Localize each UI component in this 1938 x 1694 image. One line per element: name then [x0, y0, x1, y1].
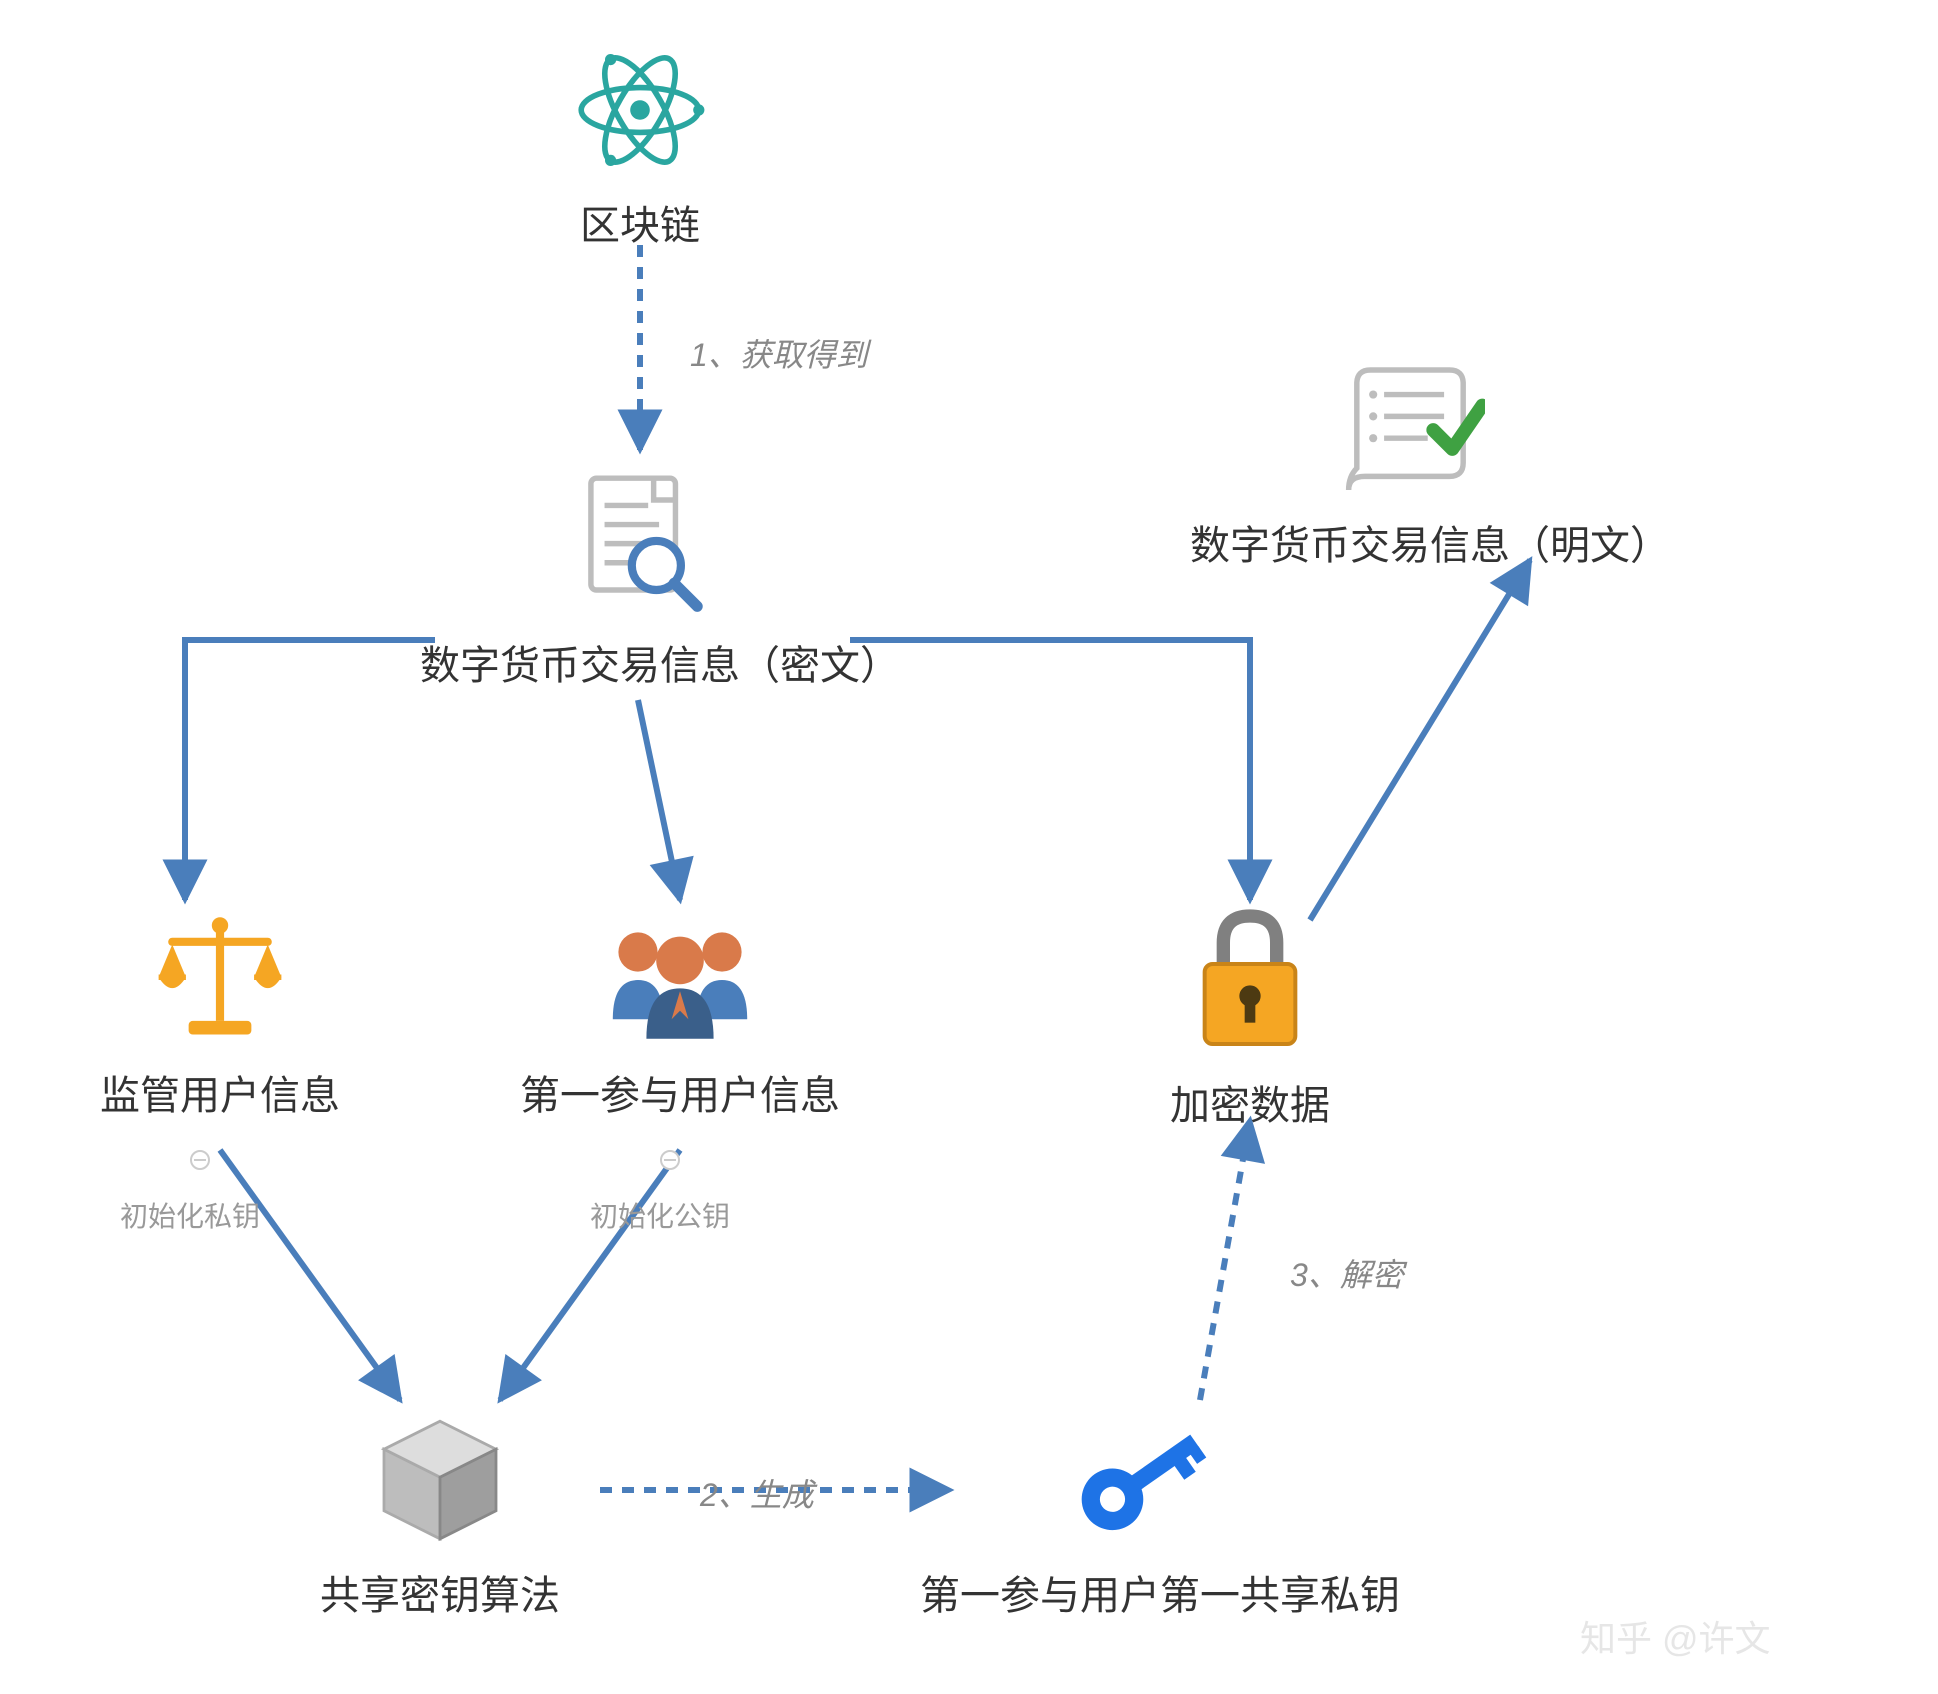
node-blockchain: 区块链 [560, 40, 720, 251]
lock-icon [1180, 900, 1320, 1060]
node-participant-label: 第一参与用户信息 [510, 1063, 850, 1121]
node-encrypted-label: 加密数据 [1130, 1073, 1370, 1131]
edge-e6 [500, 1150, 680, 1400]
node-regulator-label: 监管用户信息 [70, 1063, 370, 1121]
edge-e8 [1200, 1120, 1250, 1400]
node-privkey-label: 第一参与用户第一共享私钥 [920, 1563, 1360, 1621]
edge-label-e7: 2、生成 [700, 1470, 814, 1516]
edge-label-e5: 初始化私钥 [120, 1195, 260, 1235]
edge-label-e1: 1、获取得到 [690, 330, 868, 376]
edge-e5 [220, 1150, 400, 1400]
edge-e2 [185, 640, 435, 900]
node-privkey: 第一参与用户第一共享私钥 [920, 1410, 1360, 1621]
connector-dot [661, 1151, 679, 1169]
node-algo-label: 共享密钥算法 [300, 1563, 580, 1621]
cube-icon [365, 1410, 515, 1550]
edge-label-e6: 初始化公钥 [590, 1195, 730, 1235]
doc-magnify-icon [570, 470, 710, 620]
doc-check-icon [1335, 360, 1485, 500]
edge-e3 [638, 700, 680, 900]
atom-icon [570, 40, 710, 180]
edge-e4 [850, 640, 1250, 900]
node-plaintext: 数字货币交易信息（明文） [1190, 360, 1630, 571]
node-regulator: 监管用户信息 [70, 910, 370, 1121]
people-icon [595, 910, 765, 1050]
node-encrypted: 加密数据 [1130, 900, 1370, 1131]
watermark: 知乎 @许文 [1580, 1610, 1771, 1662]
edge-label-e8: 3、解密 [1290, 1250, 1404, 1296]
edge-e9 [1310, 560, 1530, 920]
node-ciphertext-label: 数字货币交易信息（密文） [420, 633, 860, 691]
key-icon [1055, 1410, 1225, 1550]
diagram-canvas: 区块链 数字货币交易信息（密文） 数字货币交易信息（明文） [0, 0, 1938, 1694]
node-algo: 共享密钥算法 [300, 1410, 580, 1621]
scale-icon [145, 910, 295, 1050]
node-participant: 第一参与用户信息 [510, 910, 850, 1121]
node-plaintext-label: 数字货币交易信息（明文） [1190, 513, 1630, 571]
node-ciphertext: 数字货币交易信息（密文） [420, 470, 860, 691]
connector-dot [191, 1151, 209, 1169]
node-blockchain-label: 区块链 [560, 193, 720, 251]
